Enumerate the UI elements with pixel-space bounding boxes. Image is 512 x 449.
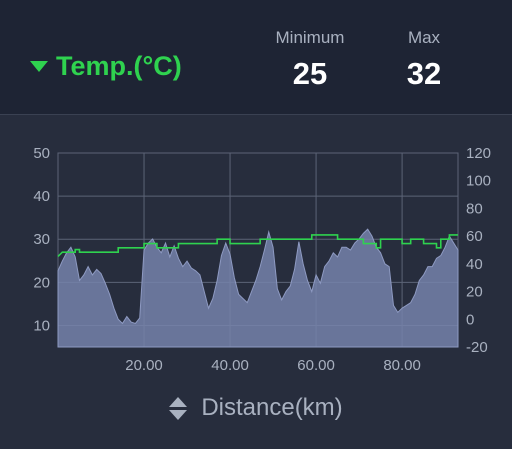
stats-header: Temp.(°C) Minimum 25 Max 32 — [0, 0, 512, 115]
caret-down-icon — [30, 60, 48, 72]
temperature-distance-chart: 10 20 30 40 50 -20 0 20 40 60 80 100 120 20.00 40.00 60… — [33, 145, 491, 374]
area-series — [57, 228, 459, 348]
max-value: 32 — [406, 56, 442, 91]
temperature-line-series — [57, 234, 458, 258]
y-right-tick-label: -20 — [466, 339, 488, 356]
y-left-tick-label: 50 — [33, 145, 50, 162]
y-right-tick-label: 80 — [466, 200, 483, 217]
x-tick-label: 40.00 — [211, 357, 249, 374]
y-right-tick-label: 60 — [466, 228, 483, 245]
max-stat: Max 32 — [372, 28, 476, 92]
y-left-tick-label: 10 — [33, 317, 50, 334]
metric-label: Temp.(°C) — [56, 50, 182, 81]
sort-arrows-icon — [169, 396, 188, 420]
y-right-tick-label: 120 — [466, 145, 491, 162]
y-left-tick-label: 40 — [33, 188, 50, 205]
x-tick-label: 60.00 — [297, 357, 335, 374]
max-label: Max — [407, 28, 441, 47]
minimum-value: 25 — [292, 56, 328, 91]
y-right-tick-label: 0 — [466, 311, 474, 328]
y-left-tick-label: 30 — [33, 231, 50, 248]
x-axis-sort-toggle[interactable]: Distance(km) — [0, 388, 512, 428]
x-axis-title: Distance(km) — [201, 394, 343, 421]
x-tick-label: 20.00 — [125, 357, 163, 374]
x-tick-label: 80.00 — [383, 357, 421, 374]
minimum-stat: Minimum 25 — [258, 28, 362, 92]
minimum-label: Minimum — [275, 28, 345, 47]
y-right-tick-label: 100 — [466, 173, 491, 190]
y-right-tick-label: 20 — [466, 284, 483, 301]
y-right-tick-label: 40 — [466, 256, 483, 273]
y-left-tick-label: 20 — [33, 274, 50, 291]
metric-selector[interactable]: Temp.(°C) — [30, 48, 182, 84]
